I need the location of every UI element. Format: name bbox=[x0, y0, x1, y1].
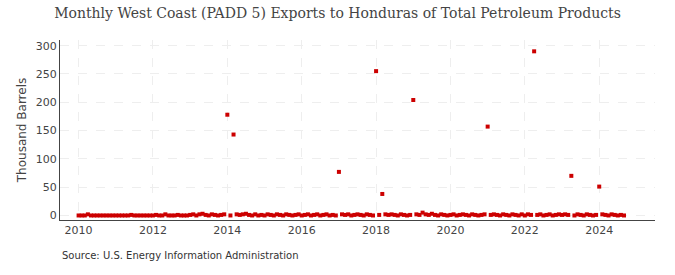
svg-text:2016: 2016 bbox=[288, 224, 316, 237]
svg-text:100: 100 bbox=[36, 153, 57, 166]
svg-text:2020: 2020 bbox=[436, 224, 464, 237]
svg-text:Thousand Barrels: Thousand Barrels bbox=[15, 78, 29, 183]
svg-text:0: 0 bbox=[50, 209, 57, 222]
svg-text:2014: 2014 bbox=[213, 224, 241, 237]
svg-text:2010: 2010 bbox=[65, 224, 93, 237]
svg-text:2022: 2022 bbox=[511, 224, 539, 237]
svg-text:50: 50 bbox=[43, 181, 57, 194]
svg-text:Monthly West Coast (PADD 5) Ex: Monthly West Coast (PADD 5) Exports to H… bbox=[54, 5, 621, 21]
svg-text:Source: U.S. Energy Informatio: Source: U.S. Energy Information Administ… bbox=[62, 250, 299, 261]
svg-text:300: 300 bbox=[36, 40, 57, 53]
svg-text:200: 200 bbox=[36, 96, 57, 109]
svg-text:2012: 2012 bbox=[139, 224, 167, 237]
svg-text:2024: 2024 bbox=[585, 224, 613, 237]
svg-text:250: 250 bbox=[36, 68, 57, 81]
svg-text:150: 150 bbox=[36, 124, 57, 137]
svg-text:2018: 2018 bbox=[362, 224, 390, 237]
